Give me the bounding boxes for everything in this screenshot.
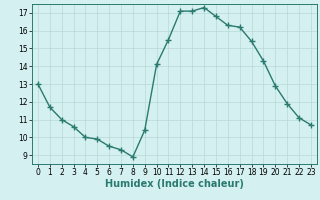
X-axis label: Humidex (Indice chaleur): Humidex (Indice chaleur) [105, 179, 244, 189]
